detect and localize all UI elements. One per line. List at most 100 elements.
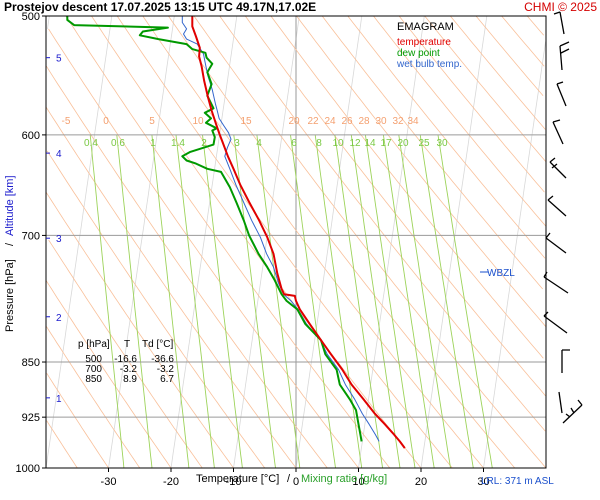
mixing-ratio-line (398, 134, 451, 469)
mixing-ratio-label: 3 (234, 138, 240, 149)
legend-item-temperature: temperature (397, 37, 451, 48)
mixing-ratio-label: 2 (201, 138, 207, 149)
dry-adiabat-line (65, 15, 391, 469)
series-line-temperature (191, 16, 406, 449)
mixing-ratio-label: 1.4 (171, 138, 185, 149)
mixing-ratio-label: 12 (349, 138, 361, 149)
y-tick-label: 700 (22, 230, 40, 242)
lrl-label: LRL: 371 m ASL (481, 476, 554, 487)
isotherm-line (47, 15, 50, 29)
table-cell-td-850: 6.7 (160, 374, 174, 385)
legend-title: EMAGRAM (397, 21, 454, 33)
wind-barb-2 (559, 41, 570, 71)
plot-area: 0.4 0.6 1 1.4 2 3 4 6 8 10 12 14 17 20 25 30-5 0 5 10 15 20 2… (45, 15, 547, 469)
x-tick-label: 30 (477, 476, 489, 488)
dry-adiabat-label: 30 (375, 116, 387, 127)
isotherm-line (358, 15, 425, 469)
dry-adiabat-label: 32 (392, 116, 404, 127)
mixing-ratio-line (89, 134, 125, 469)
wind-barb-9 (543, 311, 568, 334)
dry-adiabat-line (526, 15, 545, 36)
mixing-ratio-line (382, 134, 435, 469)
dry-adiabat-line (46, 65, 328, 469)
x-tick-label: -20 (163, 476, 179, 488)
x-tick-label: 20 (415, 476, 427, 488)
mixing-ratio-line (364, 134, 416, 469)
mixing-ratio-label: 25 (418, 138, 430, 149)
y-axis-label-separator: / (4, 242, 16, 246)
table-header-pressure: p [hPa] (78, 339, 110, 350)
level-table: p [hPa] T Td [°C] 500 -16.6 -36.6 700 -3… (78, 339, 174, 385)
mixing-ratio-line (334, 134, 384, 469)
wind-barb-10 (561, 349, 570, 373)
table-cell-p-700: 700 (85, 364, 102, 375)
alt-tick-label: 4 (56, 149, 62, 160)
dry-adiabat-line (373, 15, 547, 227)
dry-adiabat-line (475, 15, 544, 96)
dry-adiabat-line (91, 15, 422, 469)
isotherm-lines (45, 15, 546, 469)
legend-item-dew-point: dew point (397, 48, 440, 59)
mixing-ratio-line (350, 134, 401, 469)
alt-tick-label: 1 (56, 394, 62, 405)
mixing-ratio-line (419, 134, 474, 469)
table-cell-td-500: -36.6 (151, 354, 174, 365)
dry-adiabat-label: 24 (324, 116, 336, 127)
dry-adiabat-line (398, 15, 545, 193)
dry-adiabat-line (424, 15, 547, 162)
alt-tick-label: 2 (56, 313, 62, 324)
dry-adiabat-line (219, 15, 546, 432)
wind-barb-1 (553, 11, 565, 35)
y-tick-label: 850 (22, 357, 40, 369)
x-tick-label: -30 (101, 476, 117, 488)
isotherm-line (233, 15, 300, 469)
legend: EMAGRAM temperature dew point wet bulb t… (396, 21, 462, 70)
y-tick-label: 1000 (16, 463, 40, 475)
mixing-ratio-line (202, 134, 243, 469)
dry-adiabat-line (296, 15, 547, 327)
chart-title: Prostejov descent 17.07.2025 13:15 UTC 4… (4, 0, 316, 14)
credit-label: CHMI © 2025 (524, 0, 597, 14)
table-header-td: Td [°C] (142, 339, 173, 350)
mixing-ratio-line (233, 134, 276, 469)
isotherm-line (420, 15, 488, 469)
y-tick-label: 925 (22, 412, 40, 424)
x-tick-label: -10 (226, 476, 242, 488)
table-header-t: T (124, 339, 130, 350)
wind-barb-7 (545, 232, 567, 254)
legend-item-wet-bulb: wet bulb temp. (396, 59, 462, 70)
mixing-ratio-label: 4 (256, 138, 262, 149)
mixing-ratio-line (175, 134, 215, 469)
table-cell-p-850: 850 (85, 374, 102, 385)
dry-adiabat-line (449, 15, 546, 130)
x-tick-label: 10 (352, 476, 364, 488)
wind-barbs (543, 11, 583, 424)
mixing-ratio-label: 10 (332, 138, 344, 149)
isotherm-line (170, 15, 238, 469)
dry-adiabat-line (116, 15, 453, 469)
mixing-ratio-line (314, 134, 363, 469)
dry-adiabat-line (321, 15, 544, 290)
wind-barb-11 (558, 391, 563, 414)
dry-adiabat-line (142, 15, 484, 469)
dry-adiabat-line (501, 15, 545, 67)
mixing-ratio-line (290, 134, 336, 469)
y-tick-label: 500 (22, 11, 40, 23)
wind-barb-8 (543, 271, 569, 294)
x-tick-label: 0 (293, 476, 299, 488)
mixing-ratio-line (116, 134, 153, 469)
table-cell-t-850: 8.9 (123, 374, 137, 385)
dry-adiabat-line (48, 239, 203, 469)
x-axis-label-temperature: Temperature [°C] (196, 473, 279, 485)
table-cell-t-700: -3.2 (120, 364, 138, 375)
mixing-ratio-label: 14 (364, 138, 376, 149)
dry-adiabat-label: 28 (358, 116, 370, 127)
mixing-ratio-label: 0.4 (84, 138, 98, 149)
dry-adiabat-label: -5 (62, 116, 71, 127)
wind-barb-5 (549, 157, 567, 179)
wind-barb-6 (547, 195, 567, 217)
alt-tick-label: 3 (56, 234, 62, 245)
dry-adiabat-label: 20 (288, 116, 300, 127)
series-line-wet-bulb-temp (181, 16, 380, 442)
alt-tick-label: 5 (56, 54, 62, 65)
